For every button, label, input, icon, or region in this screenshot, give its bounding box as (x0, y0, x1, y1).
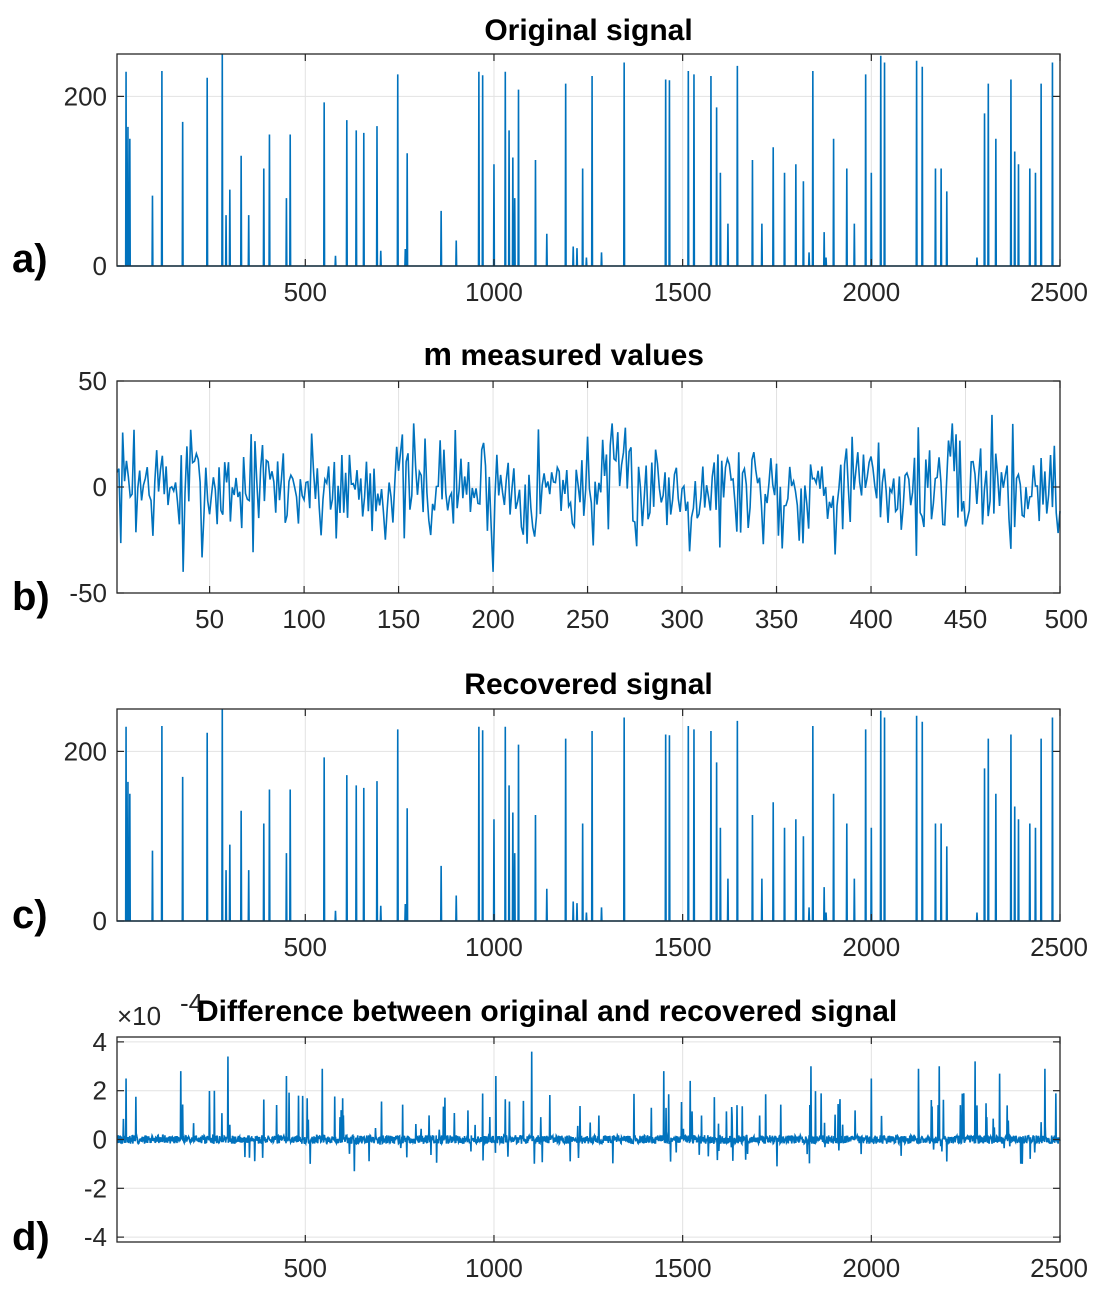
y-tick-label: -4 (84, 1222, 107, 1252)
y-tick-label: 200 (64, 736, 107, 766)
panel-label: c) (12, 893, 48, 937)
y-tick-label: 0 (93, 1125, 107, 1155)
x-tick-label: 2000 (842, 1253, 900, 1283)
plot-area (117, 54, 1060, 266)
x-tick-label: 2500 (1030, 1253, 1088, 1283)
chart-title: Difference between original and recovere… (197, 995, 897, 1028)
axes-box (116, 708, 1061, 922)
y-tick-label: 0 (93, 906, 107, 936)
chart-title: Recovered signal (464, 668, 712, 701)
chart-panel: 50 100 150 200 250 300 350 400 450 500 -50 0 50 m meas… (12, 336, 1088, 634)
y-tick-label: 2 (93, 1076, 107, 1106)
exponent-power: -4 (180, 988, 203, 1018)
x-tick-label: 2500 (1030, 277, 1088, 307)
series-line (116, 414, 1061, 572)
series-line (116, 1051, 1061, 1172)
x-tick-label: 50 (195, 604, 224, 634)
x-tick-label: 450 (944, 604, 987, 634)
x-tick-label: 150 (377, 604, 420, 634)
x-tick-label: 1500 (654, 932, 712, 962)
y-tick-label: 200 (64, 81, 107, 111)
x-tick-label: 500 (284, 1253, 327, 1283)
x-tick-label: 400 (849, 604, 892, 634)
chart-panel: 500 1000 1500 2000 2500 0 200 Recovered signal c… (12, 668, 1088, 962)
y-tick-label: 50 (78, 366, 107, 396)
x-tick-label: 1500 (654, 277, 712, 307)
x-tick-label: 2000 (842, 932, 900, 962)
x-tick-label: 100 (282, 604, 325, 634)
y-tick-label: -50 (69, 578, 107, 608)
chart-title: measured values (461, 339, 704, 372)
x-tick-label: 500 (1045, 604, 1088, 634)
x-tick-label: 250 (566, 604, 609, 634)
panel-label: b) (12, 575, 50, 619)
chart-title-prefix: m (424, 336, 452, 372)
axes-box (116, 53, 1061, 267)
x-tick-label: 350 (755, 604, 798, 634)
y-tick-label: 0 (93, 251, 107, 281)
panel-label: a) (12, 237, 48, 281)
y-tick-label: -2 (84, 1173, 107, 1203)
x-tick-label: 500 (284, 277, 327, 307)
plot-area (117, 709, 1060, 921)
x-tick-label: 300 (660, 604, 703, 634)
x-tick-label: 500 (284, 932, 327, 962)
x-tick-label: 1000 (465, 277, 523, 307)
x-tick-label: 200 (471, 604, 514, 634)
exponent-label: ×10 (117, 1001, 161, 1031)
y-tick-label: 0 (93, 472, 107, 502)
x-tick-label: 2000 (842, 277, 900, 307)
panel-label: d) (12, 1215, 50, 1259)
x-tick-label: 1000 (465, 1253, 523, 1283)
x-tick-label: 1000 (465, 932, 523, 962)
chart-title: Original signal (484, 14, 692, 47)
x-tick-label: 1500 (654, 1253, 712, 1283)
chart-panel: 500 1000 1500 2000 2500 0 200 Original signal a) (12, 14, 1088, 307)
x-tick-label: 2500 (1030, 932, 1088, 962)
y-tick-label: 4 (93, 1027, 107, 1057)
